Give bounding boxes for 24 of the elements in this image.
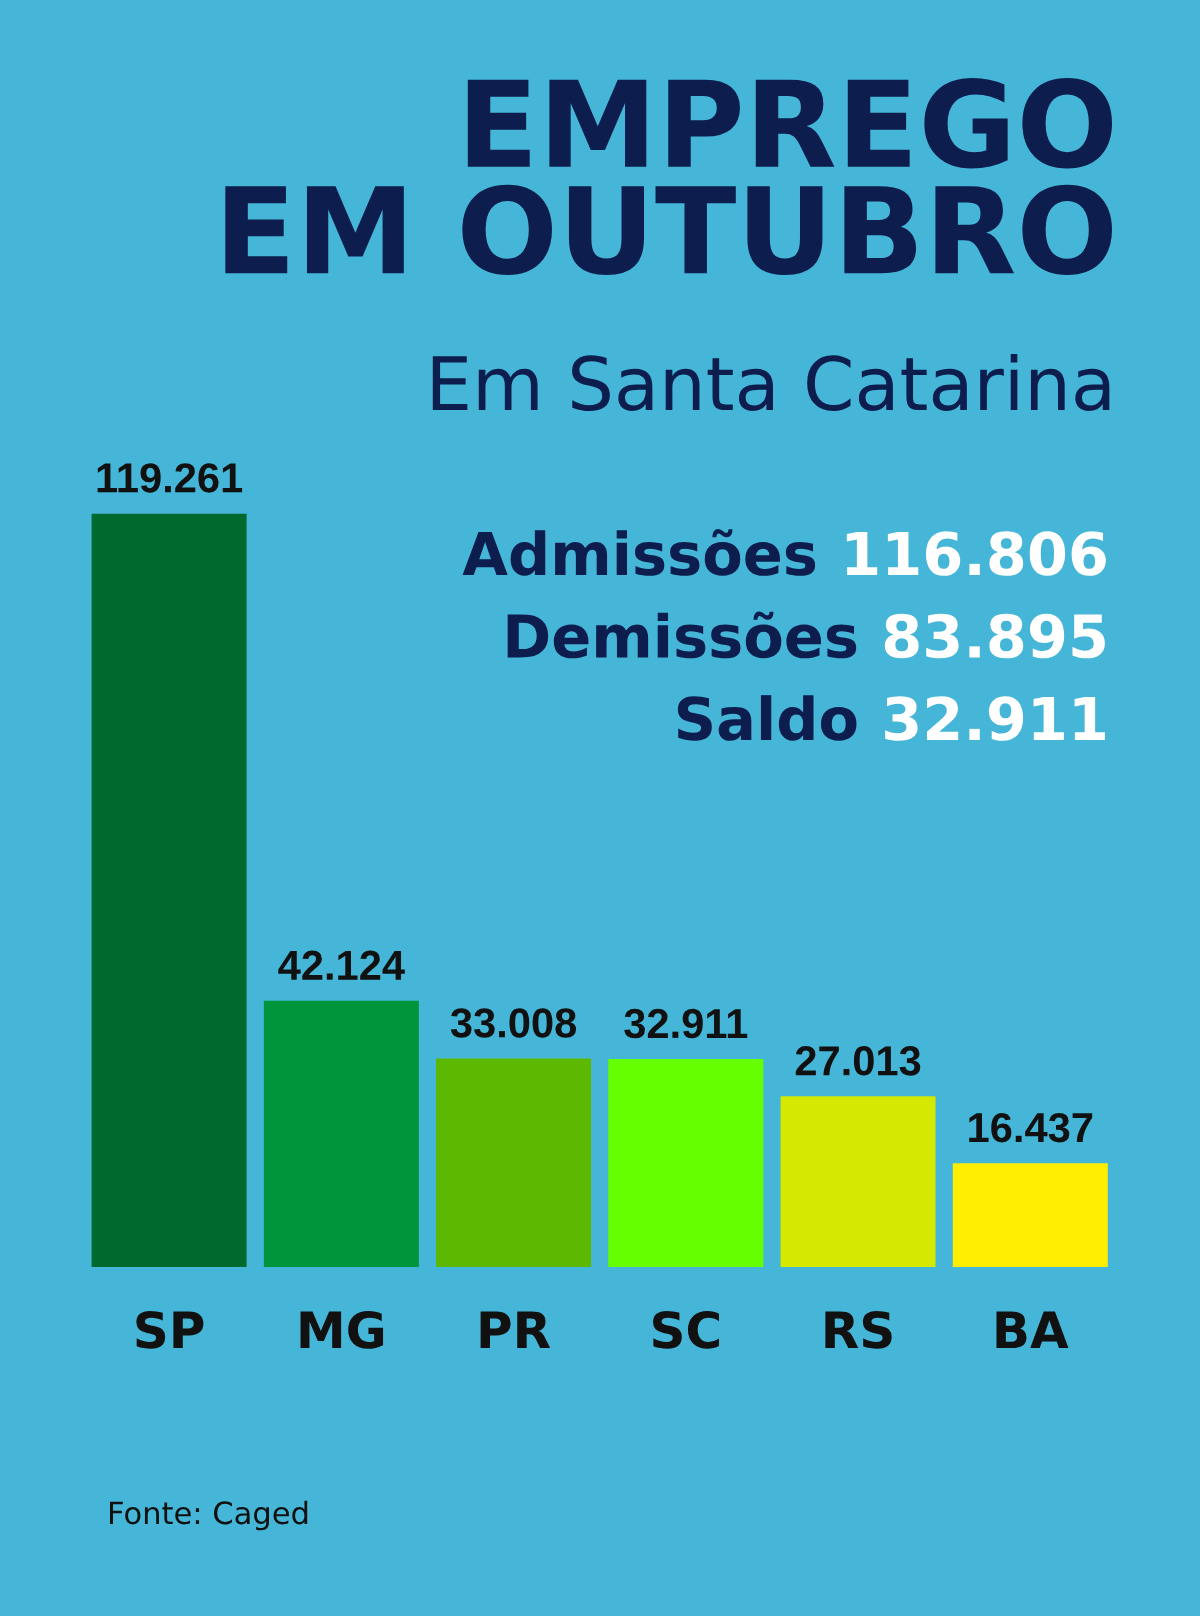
text: Admissões 116.806 (462, 529, 1106, 576)
x-tick-label: SC (653, 1310, 719, 1349)
data-label: 16.437 (969, 1112, 1093, 1143)
data-label: 27.013 (795, 1046, 921, 1076)
text: Demissões 83.895 (507, 611, 1105, 659)
bar (780, 1096, 936, 1267)
x-tick-label: PR (480, 1311, 551, 1349)
bar (263, 1000, 419, 1267)
x-tick-label: RS (825, 1310, 892, 1349)
text: Saldo 32.911 (677, 695, 1105, 741)
data-label: 42.124 (278, 950, 405, 980)
data-label: 33.008 (450, 1008, 577, 1038)
chart-subtitle: Em Santa Catarina (432, 354, 1110, 412)
bar (436, 1058, 592, 1267)
source-note: Fonte: Caged (110, 1500, 308, 1531)
data-label: 119.261 (97, 463, 243, 493)
bar (608, 1059, 764, 1267)
x-tick-label: SP (136, 1310, 204, 1349)
chart-title: EMPREGO EM OUTUBRO (225, 78, 1112, 275)
bar (91, 513, 247, 1267)
data-label: 32.911 (624, 1008, 748, 1039)
bar (952, 1163, 1108, 1267)
x-tick-label: MG (300, 1310, 384, 1349)
x-tick-label: BA (996, 1311, 1069, 1349)
